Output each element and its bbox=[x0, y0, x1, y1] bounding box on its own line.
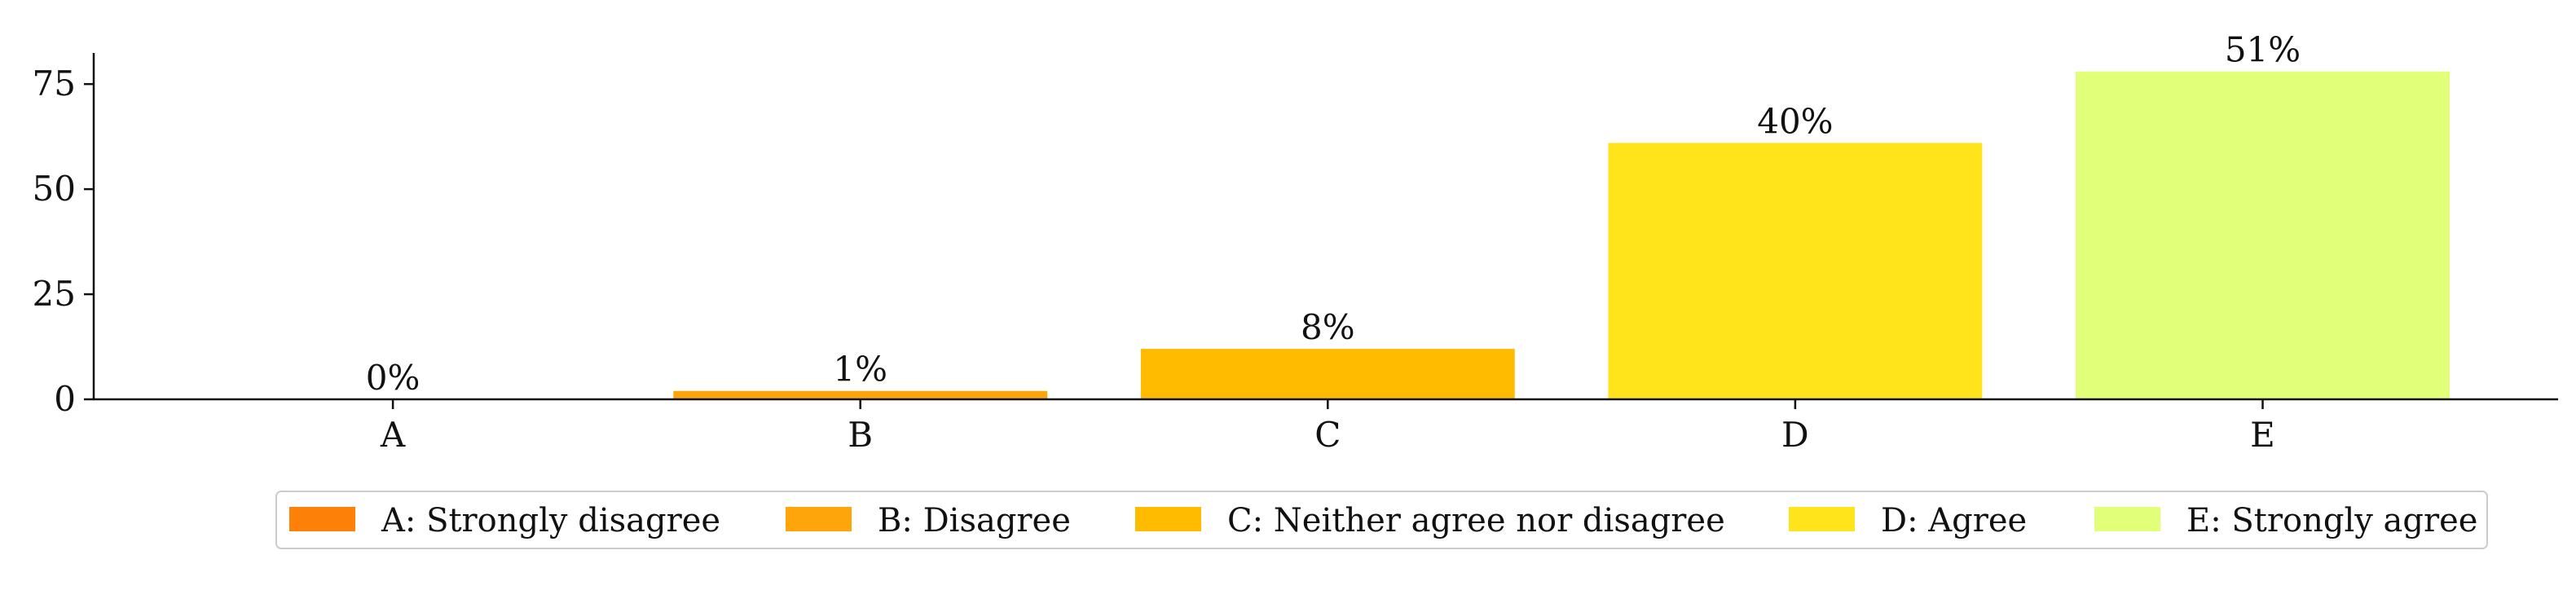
x-tick-label: D bbox=[1781, 415, 1809, 455]
x-tick-label: E bbox=[2250, 415, 2275, 455]
y-tick-label: 0 bbox=[54, 379, 76, 419]
bar bbox=[673, 390, 1048, 399]
value-label: 51% bbox=[2225, 30, 2301, 70]
value-label: 0% bbox=[366, 358, 421, 398]
x-tick-label: B bbox=[848, 415, 873, 455]
legend-swatch bbox=[289, 507, 355, 531]
legend bbox=[275, 491, 2488, 549]
bar bbox=[1608, 143, 1983, 399]
legend-swatch bbox=[2094, 507, 2160, 531]
y-tick-label: 25 bbox=[33, 274, 76, 314]
bar bbox=[1140, 349, 1515, 399]
legend-label: D: Agree bbox=[1881, 502, 2027, 539]
legend-swatch bbox=[1789, 507, 1855, 531]
legend-swatch bbox=[1135, 507, 1201, 531]
y-tick-label: 50 bbox=[33, 169, 76, 209]
legend-label: E: Strongly agree bbox=[2186, 502, 2477, 539]
x-tick-label: A bbox=[380, 415, 406, 455]
legend-label: A: Strongly disagree bbox=[381, 502, 720, 539]
legend-label: B: Disagree bbox=[878, 502, 1071, 539]
value-label: 1% bbox=[833, 350, 887, 390]
y-tick-label: 75 bbox=[33, 64, 76, 103]
value-label: 8% bbox=[1301, 307, 1355, 347]
value-label: 40% bbox=[1757, 101, 1833, 141]
legend-swatch bbox=[786, 507, 852, 531]
legend-label: C: Neither agree nor disagree bbox=[1227, 502, 1725, 539]
bar bbox=[2076, 71, 2450, 399]
x-tick-label: C bbox=[1314, 415, 1341, 455]
